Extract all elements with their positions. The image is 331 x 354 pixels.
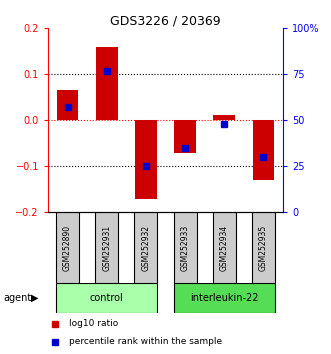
Bar (56, 212, 79, 283)
Text: interleukin-22: interleukin-22 (190, 293, 259, 303)
Bar (173, 283, 275, 313)
Text: GSM252934: GSM252934 (220, 225, 229, 271)
Bar (173, 212, 197, 283)
Text: agent: agent (3, 293, 31, 303)
Bar (57, 91, 78, 120)
Bar (253, 120, 274, 180)
Bar (96, 47, 118, 120)
Text: log10 ratio: log10 ratio (69, 319, 118, 329)
Text: GSM252935: GSM252935 (259, 225, 268, 271)
Bar (213, 212, 236, 283)
Bar (56, 283, 158, 313)
Text: control: control (90, 293, 123, 303)
Text: GSM252890: GSM252890 (63, 225, 72, 271)
Text: ▶: ▶ (31, 293, 38, 303)
Text: percentile rank within the sample: percentile rank within the sample (69, 337, 222, 346)
Text: GSM252932: GSM252932 (141, 225, 150, 271)
Bar (134, 212, 158, 283)
Text: GSM252933: GSM252933 (181, 225, 190, 271)
Bar (135, 120, 157, 199)
Bar (95, 212, 118, 283)
Bar (213, 115, 235, 120)
Bar (174, 120, 196, 153)
Text: GSM252931: GSM252931 (102, 225, 111, 271)
Bar (252, 212, 275, 283)
Title: GDS3226 / 20369: GDS3226 / 20369 (110, 14, 221, 27)
